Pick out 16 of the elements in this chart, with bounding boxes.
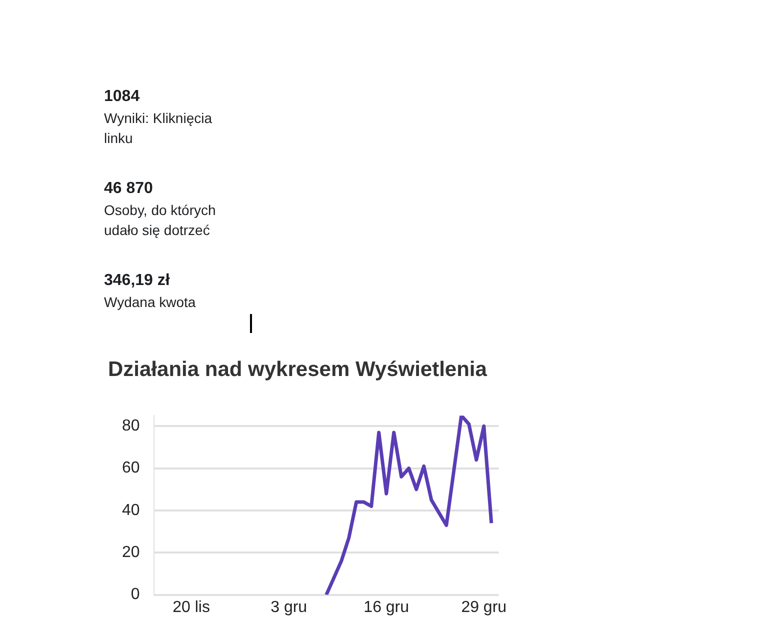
text: 46 870 <box>104 179 154 199</box>
x-tick-label: 20 lis <box>172 598 210 616</box>
y-tick-label: 0 <box>130 586 140 604</box>
text: Wyniki: Kliknięcia linku <box>104 109 214 148</box>
y-tick-label: 40 <box>122 502 140 519</box>
y-tick-label: 20 <box>122 544 140 562</box>
y-tick-label: 60 <box>122 460 140 477</box>
y-tick-label: 80 <box>122 418 140 435</box>
x-tick-label: 3 gru <box>270 598 308 616</box>
text: Wydana kwota <box>104 293 197 312</box>
text: 1084 <box>104 87 141 107</box>
text: Osoby, do których udało się dotrzeć <box>104 201 217 240</box>
text: 346,19 zł <box>104 271 171 291</box>
chart-title: Działania nad wykresem Wyświetlenia <box>108 357 488 383</box>
x-tick-label: 29 gru <box>461 598 507 616</box>
x-tick-label: 16 gru <box>364 598 410 616</box>
